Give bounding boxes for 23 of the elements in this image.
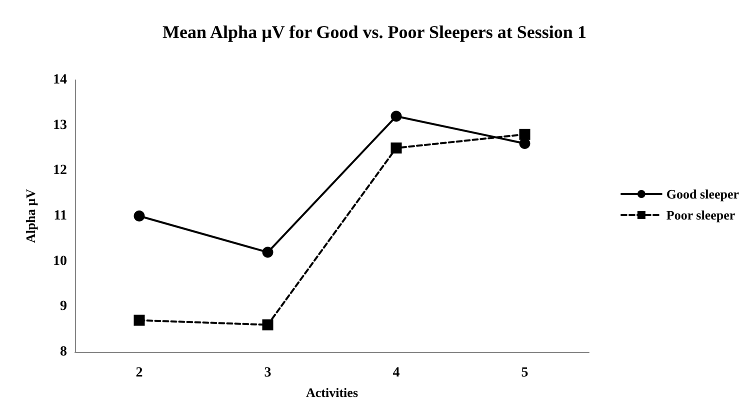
y-tick-label: 11	[54, 208, 67, 224]
y-axis-title: Alpha µV	[23, 188, 38, 244]
legend-label: Good sleeper	[666, 186, 740, 202]
y-tick-label: 10	[53, 254, 67, 269]
x-tick-label: 4	[392, 366, 400, 380]
legend-label: Poor sleeper	[666, 208, 736, 222]
x-axis-title: Activities	[306, 385, 358, 400]
y-tick-label: 13	[53, 118, 67, 133]
x-tick-label: 2	[136, 366, 143, 380]
x-tick-label: 3	[264, 366, 272, 380]
point	[134, 314, 145, 326]
y-tick-label: 9	[60, 299, 67, 314]
point	[519, 128, 530, 140]
y-tick-label: 14	[53, 72, 67, 88]
chart-title: Mean Alpha µV for Good vs. Poor Sleepers at Session 1	[162, 22, 586, 42]
point	[390, 142, 402, 154]
y-tick-label: 8	[60, 344, 67, 360]
point	[134, 210, 145, 222]
point	[262, 319, 274, 330]
point	[262, 246, 274, 258]
point	[390, 110, 402, 122]
y-tick-label: 12	[53, 163, 67, 178]
x-tick-label: 5	[521, 366, 528, 380]
